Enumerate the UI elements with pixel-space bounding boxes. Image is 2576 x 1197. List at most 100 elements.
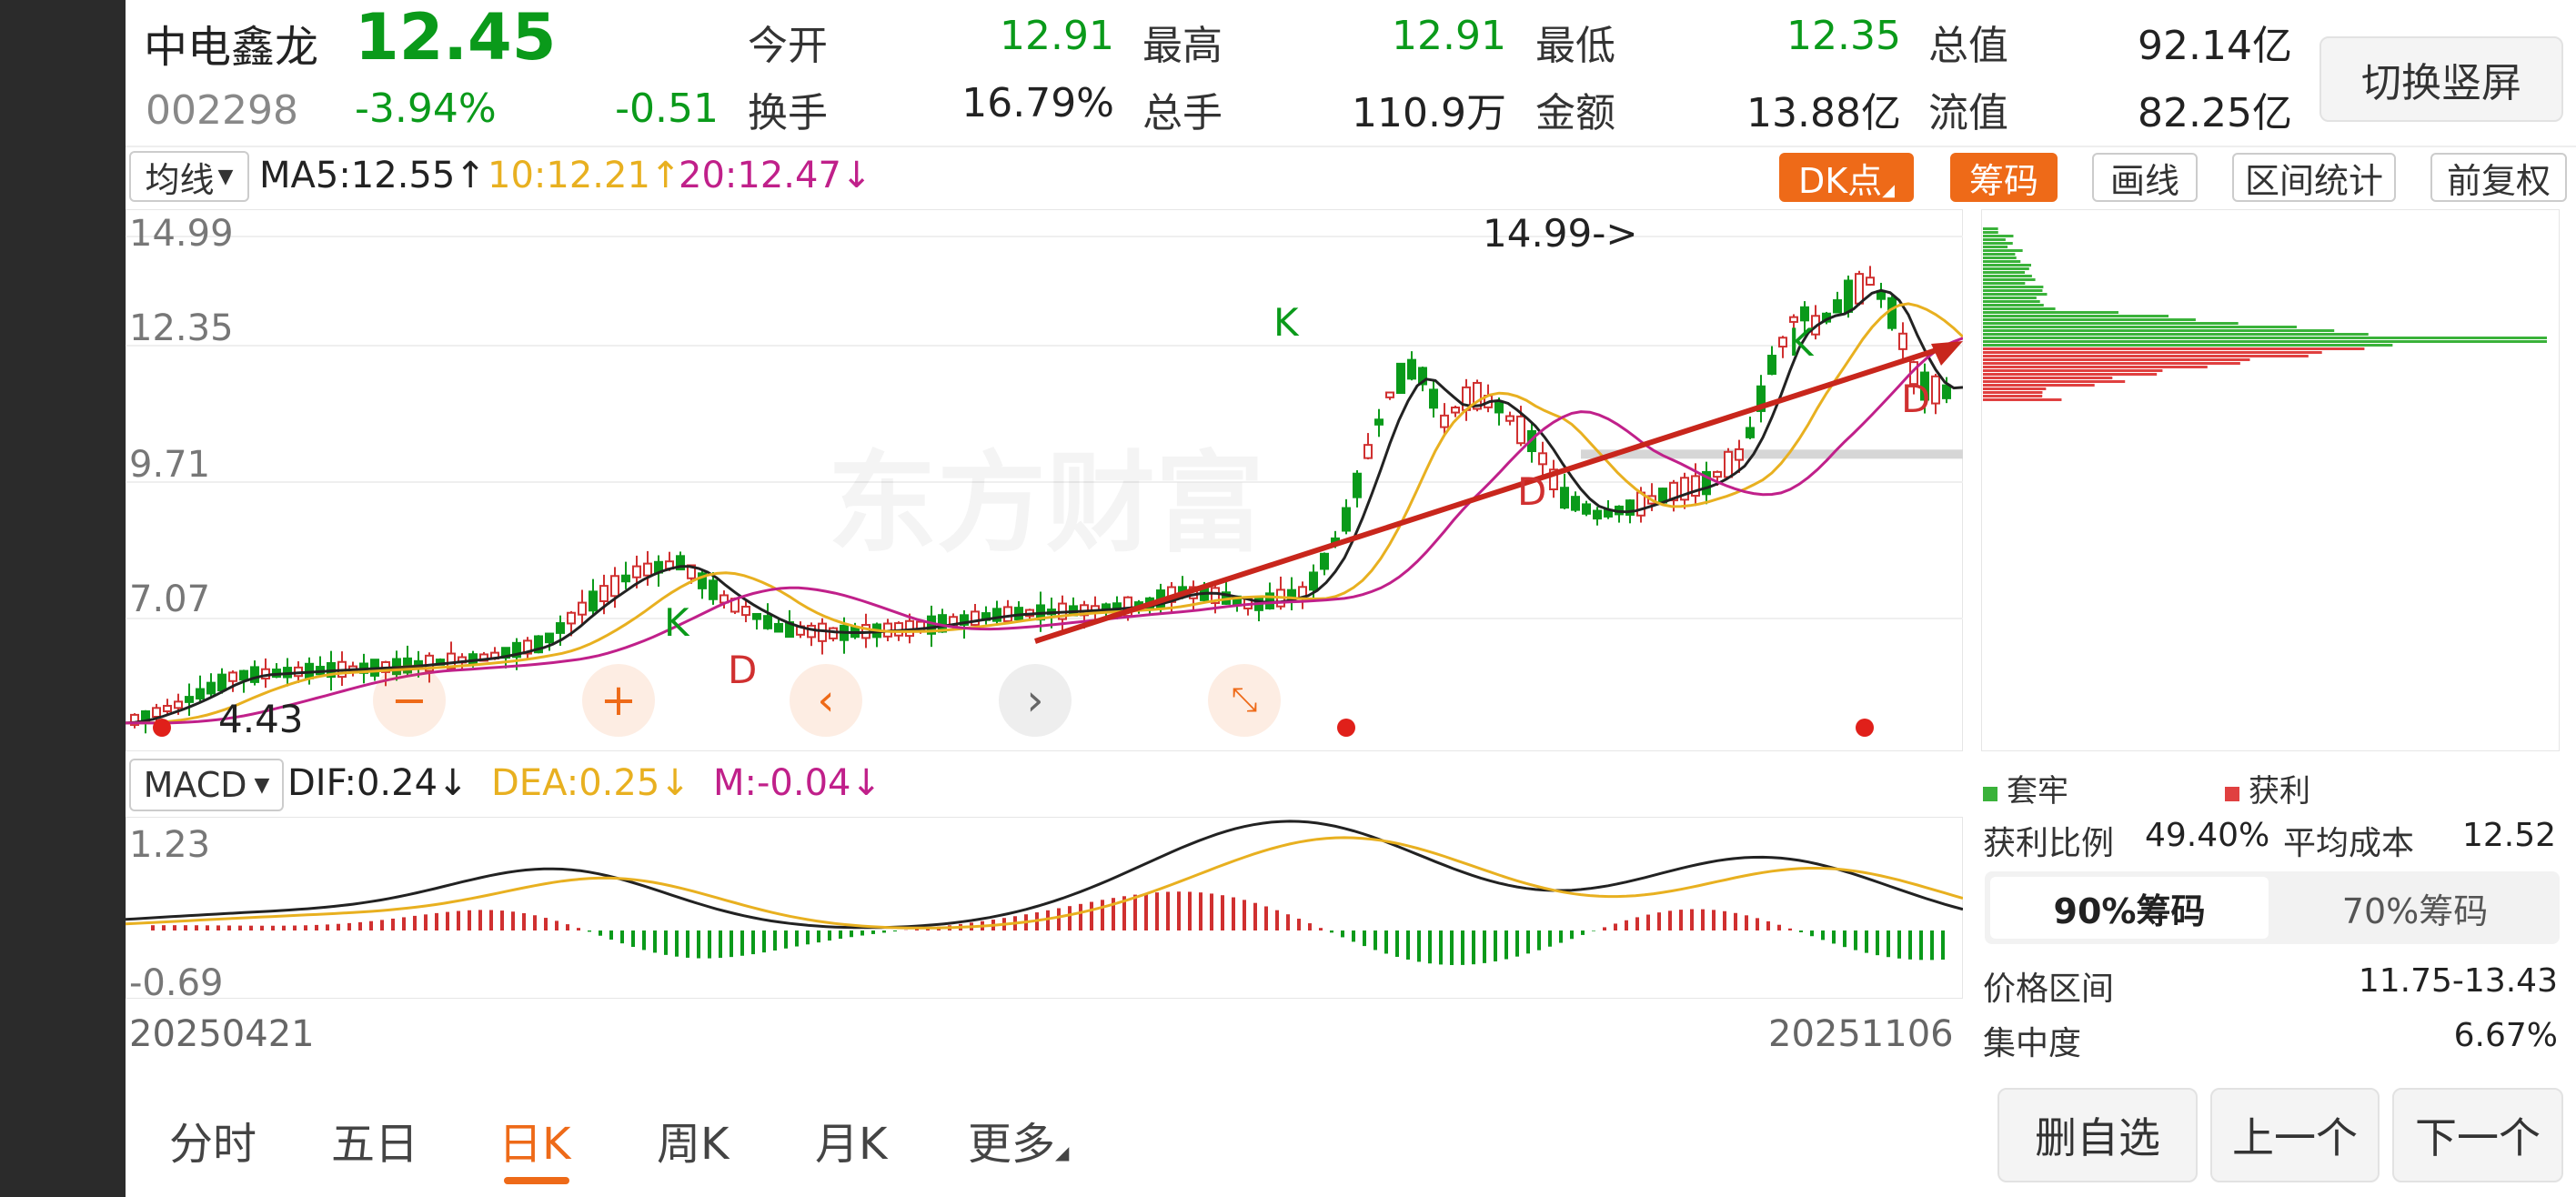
macd-tick: 1.23: [129, 824, 211, 866]
quote-label: 今开: [748, 23, 828, 69]
signal-dot: [1856, 719, 1874, 737]
candle-body: [1374, 418, 1384, 426]
candle-body: [1494, 400, 1504, 414]
active-tab-indicator: [504, 1177, 569, 1184]
chip-bar: [1983, 289, 2043, 292]
range-stats-button[interactable]: 区间统计: [2232, 153, 2396, 202]
corner-triangle-icon: ◢: [1055, 1142, 1070, 1163]
tab-daily-k[interactable]: 日K: [498, 1119, 571, 1170]
tab-five-day[interactable]: 五日: [331, 1119, 419, 1170]
stock-name: 中电鑫龙: [144, 22, 319, 73]
candle-body: [829, 627, 838, 639]
chip-bar: [1983, 311, 2118, 314]
candle-body: [1407, 358, 1416, 380]
concentration-label: 集中度: [1983, 1025, 2082, 1062]
trend-line: [1034, 345, 1946, 644]
candle-body: [1844, 279, 1853, 313]
dif-value: DIF:0.24↓: [287, 762, 468, 804]
ma20-value: 20:12.47↓: [679, 155, 872, 196]
scroll-right-button[interactable]: ›: [999, 664, 1072, 737]
chip-bar: [1983, 238, 2006, 241]
candle-body: [567, 611, 576, 625]
tab-monthly-k[interactable]: 月K: [815, 1119, 888, 1170]
candle-body: [1342, 507, 1351, 532]
zoom-in-button[interactable]: +: [582, 664, 655, 737]
switch-orientation-button[interactable]: 切换竖屏: [2319, 36, 2563, 122]
chip-bar: [1983, 271, 2026, 274]
change-value: -0.51: [615, 86, 719, 132]
ma10-value: 10:12.21↑: [488, 155, 681, 196]
chip-bar: [1983, 344, 2393, 347]
chip-bar: [1983, 246, 2008, 248]
watermark: 东方财富: [828, 415, 1264, 573]
chip-bar: [1983, 278, 2036, 281]
candle-body: [250, 666, 259, 683]
chip-distribution-chart: [1981, 209, 2560, 751]
candle-body: [534, 635, 543, 654]
candle-body: [556, 622, 565, 634]
tab-intraday[interactable]: 分时: [169, 1119, 257, 1170]
next-stock-button[interactable]: 下一个: [2392, 1088, 2563, 1182]
quote-value: 13.88亿: [1746, 90, 1901, 136]
chip-bar: [1983, 340, 2547, 343]
dk-point-button[interactable]: DK点 ◢: [1779, 153, 1914, 202]
quote-label: 最低: [1535, 23, 1615, 69]
chip-bar: [1983, 395, 2043, 397]
indicator-selector[interactable]: MACD ▼: [129, 759, 284, 811]
candle-body: [1396, 362, 1405, 395]
arrow-down-icon: ↓: [850, 762, 881, 804]
candle-body: [763, 615, 772, 629]
tab-weekly-k[interactable]: 周K: [657, 1119, 730, 1170]
signal-dot: [153, 719, 171, 737]
ma-selector[interactable]: 均线 ▼: [129, 151, 249, 202]
candle-body: [1418, 367, 1427, 386]
previous-stock-button[interactable]: 上一个: [2210, 1088, 2380, 1182]
price-range-label: 价格区间: [1983, 971, 2115, 1008]
candle-body: [698, 572, 707, 589]
candle-body: [1363, 444, 1373, 459]
green-square-icon: [1983, 787, 1997, 801]
stock-code: 002298: [146, 87, 298, 134]
end-date: 20251106: [1768, 1013, 1954, 1055]
remove-watchlist-button[interactable]: 删自选: [1997, 1088, 2198, 1182]
chip-bar: [1983, 351, 2322, 354]
ma5-value: MA5:12.55↑: [259, 155, 486, 196]
arrow-down-icon: ↓: [438, 762, 468, 804]
price-tick: 9.71: [129, 444, 211, 486]
quote-label: 最高: [1142, 23, 1223, 69]
candle-body: [228, 671, 237, 682]
price-tick: 12.35: [129, 307, 234, 349]
chip-bar: [1983, 398, 2062, 401]
candle-body: [589, 590, 598, 612]
candle-body: [1942, 384, 1951, 399]
candle-body: [687, 564, 696, 579]
chip-bar: [1983, 366, 2208, 368]
candle-body: [610, 575, 619, 598]
scroll-left-button[interactable]: ‹: [790, 664, 862, 737]
quote-value: 12.35: [1786, 13, 1901, 59]
adjust-price-button[interactable]: 前复权: [2430, 153, 2567, 202]
kline-chart[interactable]: [126, 209, 1963, 751]
tab-90-chip[interactable]: 90%筹码: [1990, 877, 2269, 939]
chip-bar: [1983, 322, 2239, 325]
tab-more[interactable]: 更多◢: [968, 1119, 1070, 1170]
chip-bar: [1983, 380, 2126, 383]
candle-body: [1855, 273, 1864, 305]
quote-label: 金额: [1535, 90, 1615, 136]
chip-tabs: 90%筹码 70%筹码: [1985, 871, 2560, 944]
draw-line-button[interactable]: 画线: [2092, 153, 2198, 202]
compress-button[interactable]: ⤡: [1208, 664, 1281, 737]
chip-button[interactable]: 筹码: [1950, 153, 2058, 202]
candle-body: [1353, 472, 1362, 498]
candle-body: [971, 610, 980, 627]
candle-body: [578, 601, 587, 616]
zoom-out-button[interactable]: −: [373, 664, 446, 737]
stock-price: 12.45: [355, 0, 557, 75]
candle-body: [217, 673, 226, 692]
candle-body: [425, 654, 434, 672]
candle-body: [960, 614, 969, 626]
candle-body: [1724, 450, 1733, 478]
chip-bar: [1983, 235, 2014, 237]
tab-70-chip[interactable]: 70%筹码: [2341, 890, 2489, 931]
m-value: M:-0.04↓: [713, 762, 881, 804]
